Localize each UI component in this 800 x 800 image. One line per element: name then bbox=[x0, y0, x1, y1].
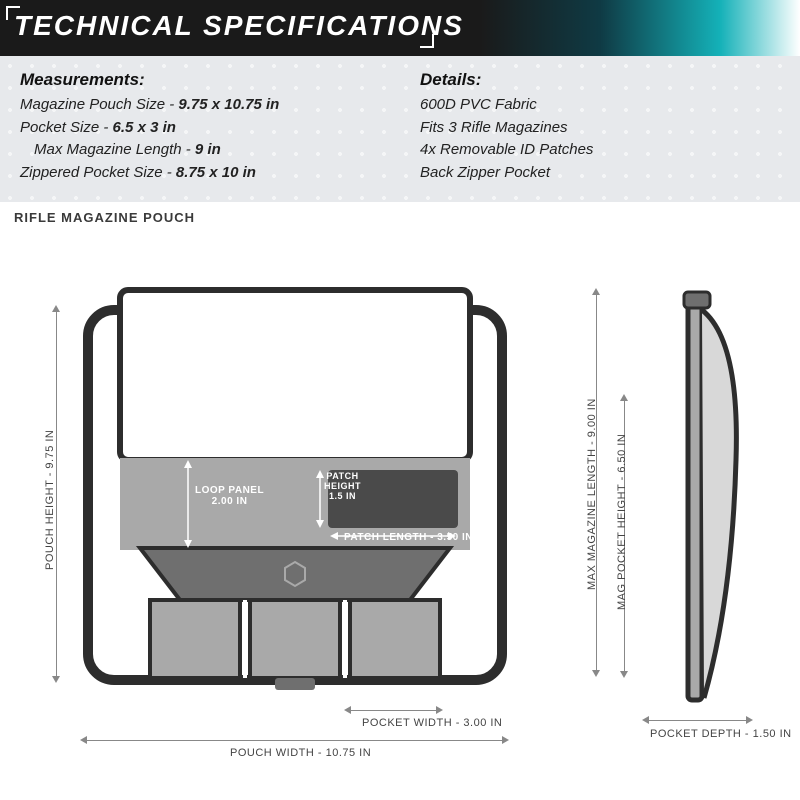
arrowhead-icon bbox=[436, 706, 443, 714]
measurements-heading: Measurements: bbox=[20, 70, 380, 90]
detail-line: Back Zipper Pocket bbox=[420, 162, 780, 185]
pouch-height-label: POUCH HEIGHT - 9.75 IN bbox=[44, 430, 56, 570]
patch-height-annotation: PATCH HEIGHT 1.5 IN bbox=[324, 471, 361, 501]
detail-line: 4x Removable ID Patches bbox=[420, 139, 780, 162]
arrowhead-icon bbox=[502, 736, 509, 744]
max-mag-length-label: MAX MAGAZINE LENGTH - 9.00 IN bbox=[586, 398, 598, 590]
arrowhead-icon bbox=[620, 671, 628, 678]
spec-line: Zippered Pocket Size - 8.75 x 10 in bbox=[20, 162, 380, 185]
dim-line bbox=[350, 710, 440, 711]
arrowhead-icon bbox=[592, 670, 600, 677]
details-column: Details: 600D PVC Fabric Fits 3 Rifle Ma… bbox=[420, 70, 780, 184]
specs-box: Measurements: Magazine Pouch Size - 9.75… bbox=[0, 56, 800, 202]
side-view-illustration bbox=[640, 280, 750, 710]
page-title: TECHNICAL SPECIFICATIONS bbox=[14, 10, 464, 42]
pouch-width-label: POUCH WIDTH - 10.75 IN bbox=[230, 747, 371, 759]
spec-line: Magazine Pouch Size - 9.75 x 10.75 in bbox=[20, 94, 380, 117]
dim-line bbox=[56, 310, 57, 680]
details-heading: Details: bbox=[420, 70, 780, 90]
arrowhead-icon bbox=[52, 676, 60, 683]
arrowhead-icon bbox=[592, 288, 600, 295]
pocket-width-label: POCKET WIDTH - 3.00 IN bbox=[362, 717, 502, 729]
arrowhead-icon bbox=[642, 716, 649, 724]
arrowhead-icon bbox=[746, 716, 753, 724]
arrowhead-icon bbox=[80, 736, 87, 744]
mag-pocket-height-label: MAG POCKET HEIGHT - 6.50 IN bbox=[616, 434, 628, 610]
detail-line: Fits 3 Rifle Magazines bbox=[420, 117, 780, 140]
arrowhead-icon bbox=[52, 305, 60, 312]
detail-line: 600D PVC Fabric bbox=[420, 94, 780, 117]
front-view-illustration bbox=[80, 280, 510, 710]
dim-line bbox=[648, 720, 750, 721]
dim-line bbox=[86, 740, 506, 741]
arrowhead-icon bbox=[620, 394, 628, 401]
product-label: RIFLE MAGAZINE POUCH bbox=[14, 210, 195, 225]
spec-line: Max Magazine Length - 9 in bbox=[20, 139, 380, 162]
spec-line: Pocket Size - 6.5 x 3 in bbox=[20, 117, 380, 140]
loop-panel-annotation: LOOP PANEL 2.00 IN bbox=[195, 485, 264, 507]
arrowhead-icon bbox=[344, 706, 351, 714]
bracket-bottom-right bbox=[420, 34, 434, 48]
header-banner: TECHNICAL SPECIFICATIONS bbox=[0, 0, 800, 56]
diagram-area: LOOP PANEL 2.00 IN PATCH HEIGHT 1.5 IN P… bbox=[0, 250, 800, 800]
measurements-column: Measurements: Magazine Pouch Size - 9.75… bbox=[20, 70, 380, 184]
pocket-depth-label: POCKET DEPTH - 1.50 IN bbox=[650, 728, 792, 740]
patch-length-annotation: PATCH LENGTH - 3.50 IN bbox=[344, 532, 473, 543]
